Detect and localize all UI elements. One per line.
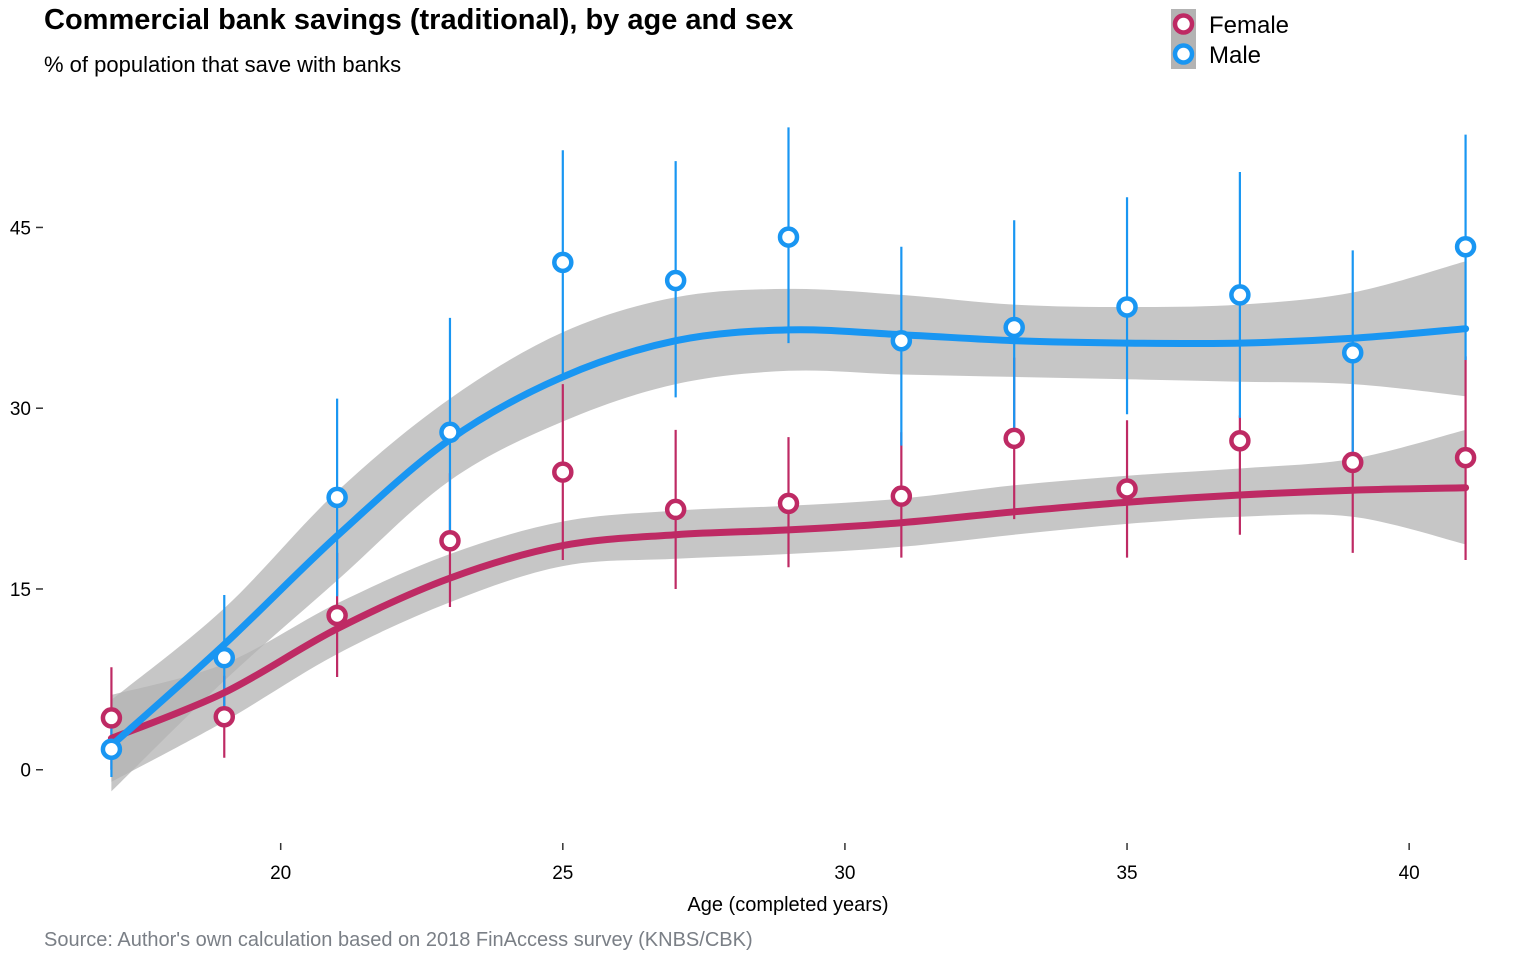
fit-lines (107, 325, 1470, 750)
female-data-point (777, 492, 800, 515)
male-data-point (1116, 296, 1138, 318)
male-data-point (100, 738, 123, 761)
female-data-point (439, 530, 461, 552)
female-data-point (890, 485, 913, 507)
x-axis-title: Age (completed years) (687, 894, 888, 916)
female-data-point (1116, 478, 1138, 500)
female-legend-label: Female (1209, 12, 1289, 39)
male-data-point (326, 486, 348, 509)
axes: 0 15 30 45 20 25 30 35 40 (10, 218, 1420, 884)
chart-caption: Source: Author's own calculation based o… (44, 929, 753, 951)
male-data-point (439, 421, 461, 444)
legend: Female Male (1171, 9, 1289, 69)
male-data-point (890, 329, 913, 352)
female-data-point (552, 461, 574, 483)
male-legend-label: Male (1209, 42, 1261, 69)
x-tick-label: 25 (552, 863, 573, 884)
male-confidence-band (111, 261, 1466, 792)
male-data-point (1341, 342, 1364, 364)
female-data-point (664, 498, 687, 521)
chart-title: Commercial bank savings (traditional), b… (44, 4, 794, 36)
data-points (100, 226, 1477, 761)
female-fit-line (107, 484, 1470, 742)
female-data-point (1454, 446, 1477, 469)
male-fit-line (107, 325, 1470, 750)
female-data-point (213, 705, 236, 728)
male-data-point (664, 269, 687, 292)
female-data-point (1229, 429, 1251, 452)
chart-subtitle: % of population that save with banks (44, 52, 402, 77)
y-tick-label: 30 (10, 399, 31, 420)
x-tick-label: 40 (1399, 863, 1420, 884)
female-data-point (1341, 451, 1364, 474)
male-data-point (1003, 316, 1025, 339)
y-tick-label: 0 (20, 761, 31, 782)
y-tick-label: 15 (10, 580, 31, 601)
y-tick-label: 45 (10, 218, 31, 239)
male-legend-key (1172, 43, 1195, 65)
male-data-point (777, 226, 800, 248)
female-legend-key (1172, 13, 1195, 35)
male-data-point (1454, 235, 1477, 258)
male-data-point (213, 646, 236, 669)
female-data-point (326, 604, 348, 627)
x-tick-label: 20 (270, 863, 291, 884)
female-data-point (100, 707, 123, 729)
error-bars (110, 127, 1467, 777)
female-data-point (1003, 427, 1025, 450)
x-tick-label: 35 (1116, 863, 1137, 884)
x-tick-label: 30 (834, 863, 855, 884)
male-data-point (1229, 284, 1251, 306)
male-data-point (552, 251, 574, 274)
